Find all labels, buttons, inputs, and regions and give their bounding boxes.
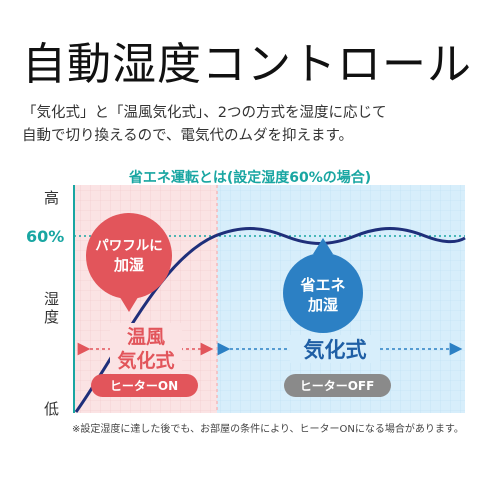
humidity-curve: [74, 227, 466, 413]
description: 「気化式」と「温風気化式」、2つの方式を湿度に応じて 自動で切り換えるので、電気…: [22, 102, 386, 148]
right-bubble: 省エネ 加湿: [283, 238, 363, 333]
footnote: ※設定湿度に達した後でも、お部屋の条件により、ヒーターONになる場合があります。: [72, 424, 464, 435]
left-bubble: パワフルに 加湿: [86, 213, 172, 312]
heater-off-label: ヒーターOFF: [300, 379, 375, 393]
left-mode-line-1: 温風: [127, 326, 165, 348]
left-bubble-line-1: パワフルに: [95, 238, 163, 254]
left-bubble-line-2: 加湿: [113, 256, 144, 274]
heater-on-badge: [91, 374, 198, 397]
axis-mid-label-2: 度: [44, 308, 60, 326]
heater-off-badge: [284, 374, 391, 397]
left-mode-line-2: 気化式: [117, 349, 174, 372]
right-bubble-line-1: 省エネ: [299, 276, 345, 294]
description-line-1: 「気化式」と「温風気化式」、2つの方式を湿度に応じて: [22, 105, 387, 121]
right-bubble-line-2: 加湿: [307, 296, 338, 314]
setpoint-label: 60%: [26, 227, 65, 246]
diagram-subtitle: 省エネ運転とは(設定湿度60%の場合): [128, 170, 372, 186]
heater-on-label: ヒーターON: [110, 379, 178, 393]
axis-high-label: 高: [44, 189, 60, 207]
page-title: 自動湿度コントロール: [22, 39, 472, 90]
right-mode-label: 気化式: [304, 338, 367, 362]
axis-mid-label-1: 湿: [44, 290, 60, 308]
description-line-2: 自動で切り換えるので、電気代のムダを抑えます。: [22, 128, 354, 144]
axis-low-label: 低: [44, 400, 60, 418]
